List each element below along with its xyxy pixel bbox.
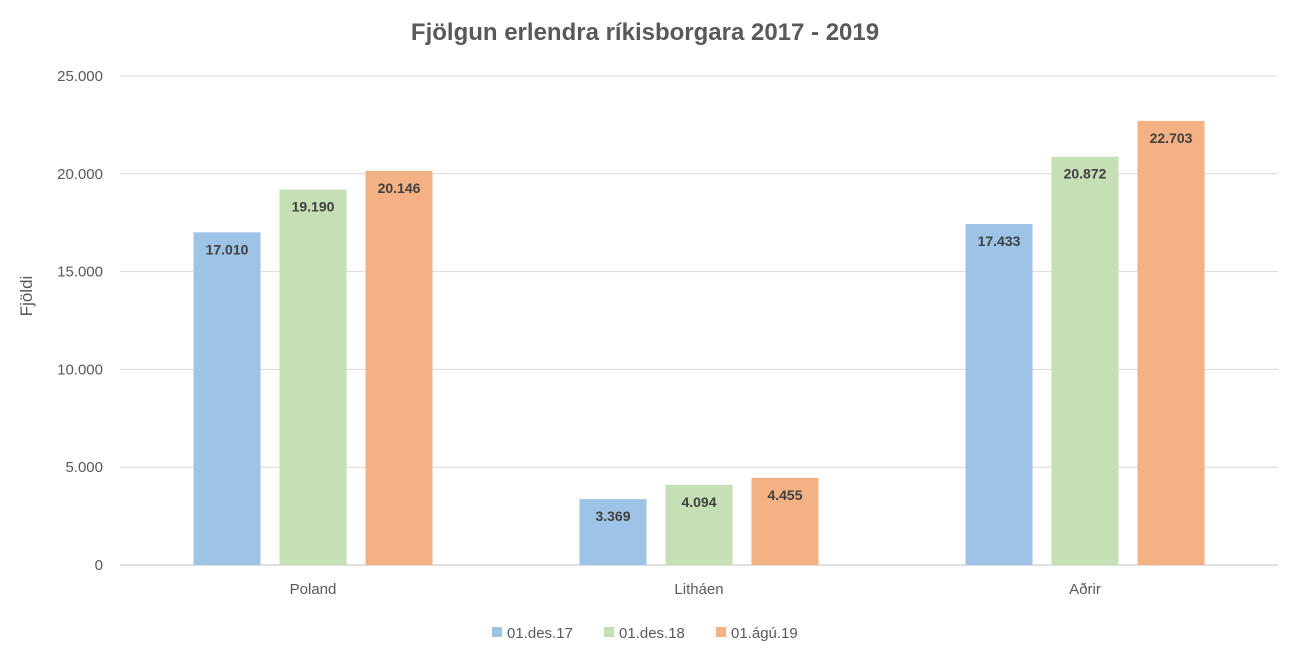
y-tick-label: 20.000 bbox=[57, 166, 103, 183]
y-tick-label: 15.000 bbox=[57, 264, 103, 281]
y-tick-label: 10.000 bbox=[57, 361, 103, 378]
bar bbox=[579, 499, 647, 565]
y-tick-label: 25.000 bbox=[57, 68, 103, 85]
data-label: 3.369 bbox=[595, 508, 630, 524]
legend-label: 01.des.17 bbox=[507, 625, 573, 642]
bars bbox=[193, 120, 1205, 566]
y-tick-label: 5.000 bbox=[65, 459, 103, 476]
legend: 01.des.17 01.des.18 01.ágú.19 bbox=[492, 625, 798, 642]
legend-swatch bbox=[716, 627, 726, 637]
data-label: 4.094 bbox=[681, 494, 716, 510]
data-label: 4.455 bbox=[767, 487, 802, 503]
bar bbox=[1137, 120, 1205, 565]
x-axis-ticks: Poland Litháen Aðrir bbox=[290, 581, 1101, 598]
y-axis-title: Fjöldi bbox=[17, 276, 36, 317]
data-label: 22.703 bbox=[1150, 130, 1193, 146]
legend-label: 01.ágú.19 bbox=[731, 625, 798, 642]
bar bbox=[665, 484, 733, 565]
legend-swatch bbox=[492, 627, 502, 637]
y-axis-ticks: 0 5.000 10.000 15.000 20.000 25.000 bbox=[57, 68, 103, 574]
bar bbox=[279, 189, 347, 565]
data-label: 19.190 bbox=[292, 199, 335, 215]
data-label: 20.146 bbox=[378, 180, 421, 196]
chart-title: Fjölgun erlendra ríkisborgara 2017 - 201… bbox=[411, 19, 879, 46]
x-tick-label: Litháen bbox=[674, 581, 723, 598]
data-label: 17.433 bbox=[978, 233, 1021, 249]
bar bbox=[193, 232, 261, 565]
data-label: 17.010 bbox=[206, 241, 249, 257]
legend-label: 01.des.18 bbox=[619, 625, 685, 642]
bar bbox=[751, 477, 819, 565]
data-labels: 17.010 19.190 20.146 3.369 4.094 4.455 17.433 2… bbox=[206, 130, 1193, 524]
y-tick-label: 0 bbox=[95, 557, 103, 574]
bar bbox=[1051, 156, 1119, 565]
bar bbox=[365, 170, 433, 565]
bar bbox=[965, 224, 1033, 566]
data-label: 20.872 bbox=[1064, 166, 1107, 182]
x-tick-label: Poland bbox=[290, 581, 337, 598]
legend-swatch bbox=[604, 627, 614, 637]
x-tick-label: Aðrir bbox=[1069, 581, 1101, 598]
